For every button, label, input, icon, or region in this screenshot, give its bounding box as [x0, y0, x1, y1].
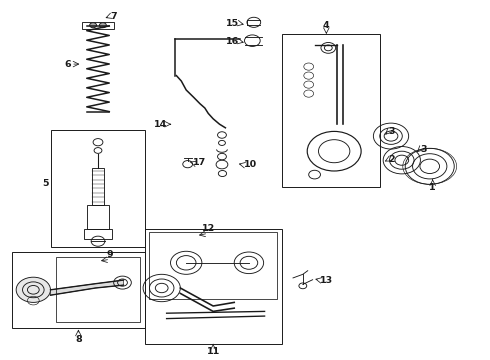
- Text: 8: 8: [75, 335, 82, 344]
- Text: 4: 4: [323, 21, 330, 30]
- Text: 14: 14: [154, 120, 168, 129]
- Bar: [51, 130, 145, 247]
- Bar: [56, 257, 140, 322]
- Circle shape: [16, 277, 50, 302]
- Text: 2: 2: [389, 155, 395, 164]
- Text: 5: 5: [43, 179, 49, 188]
- Bar: [145, 229, 282, 344]
- Circle shape: [90, 23, 97, 28]
- Text: 9: 9: [107, 250, 114, 259]
- Polygon shape: [50, 280, 123, 295]
- Bar: [149, 232, 277, 299]
- Bar: [84, 229, 112, 239]
- Text: 6: 6: [64, 59, 71, 68]
- Bar: [282, 34, 380, 187]
- Text: 10: 10: [244, 161, 257, 169]
- Text: 17: 17: [193, 158, 206, 167]
- Text: 7: 7: [110, 12, 117, 21]
- Text: 11: 11: [206, 347, 220, 356]
- Text: 15: 15: [226, 19, 239, 28]
- Bar: [92, 168, 104, 205]
- Text: 16: 16: [226, 37, 239, 46]
- Bar: [82, 22, 114, 29]
- Bar: [12, 252, 145, 328]
- Bar: [87, 205, 109, 229]
- Circle shape: [99, 23, 106, 28]
- Text: 13: 13: [320, 276, 333, 284]
- Text: 12: 12: [201, 224, 215, 233]
- Text: 3: 3: [389, 127, 395, 136]
- Text: 3: 3: [420, 145, 426, 154]
- Text: 1: 1: [429, 183, 436, 192]
